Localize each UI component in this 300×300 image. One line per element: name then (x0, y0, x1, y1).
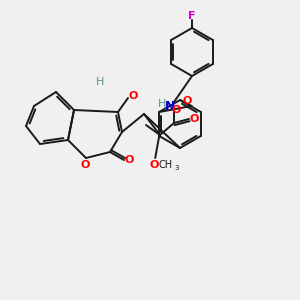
Text: N: N (165, 100, 175, 113)
Text: O: O (182, 96, 191, 106)
Text: F: F (188, 11, 196, 21)
Text: O: O (128, 91, 138, 101)
Text: 3: 3 (174, 165, 178, 171)
Text: O: O (149, 160, 159, 170)
Text: O: O (189, 114, 199, 124)
Text: H: H (96, 77, 104, 87)
Text: O: O (124, 155, 134, 165)
Text: H: H (158, 99, 166, 109)
Text: O: O (172, 105, 181, 115)
Text: CH: CH (158, 160, 172, 170)
Text: O: O (80, 160, 90, 170)
